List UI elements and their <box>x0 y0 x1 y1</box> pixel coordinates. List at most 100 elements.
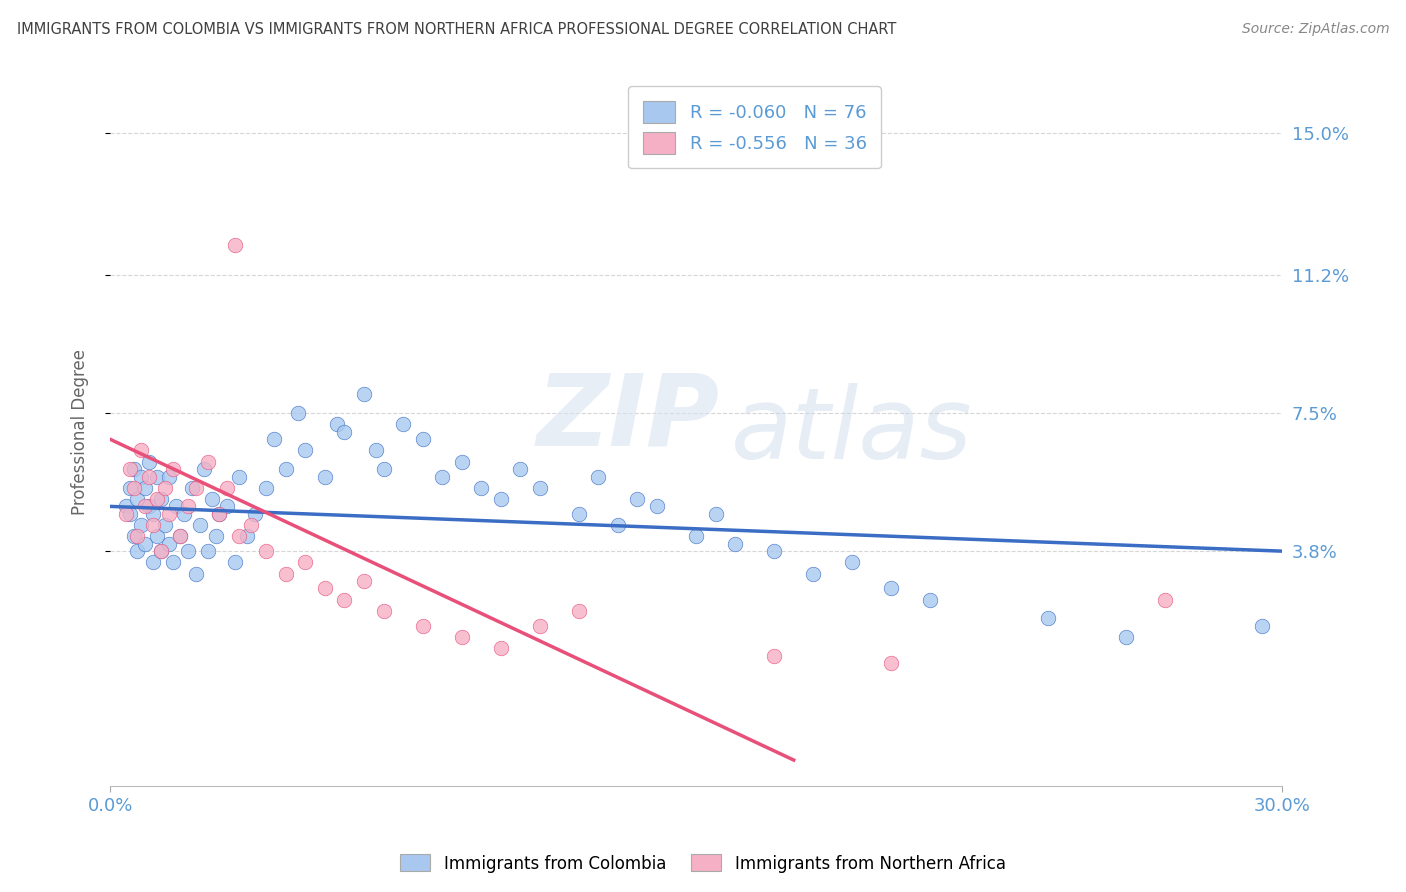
Point <box>450 630 472 644</box>
Point <box>450 455 472 469</box>
Point <box>188 518 211 533</box>
Point <box>254 544 277 558</box>
Point <box>1251 619 1274 633</box>
Point <box>685 529 707 543</box>
Point <box>131 443 153 458</box>
Point <box>392 417 415 432</box>
Point <box>146 491 169 506</box>
Point <box>127 529 149 543</box>
Point <box>204 529 226 543</box>
Point <box>149 544 172 558</box>
Point <box>157 537 180 551</box>
Point <box>138 455 160 469</box>
Point <box>294 555 316 569</box>
Point <box>470 481 492 495</box>
Point <box>149 491 172 506</box>
Point <box>131 518 153 533</box>
Point <box>801 566 824 581</box>
Point <box>353 387 375 401</box>
Point <box>606 518 628 533</box>
Point <box>489 491 512 506</box>
Text: atlas: atlas <box>731 384 973 480</box>
Point <box>146 469 169 483</box>
Point <box>134 481 156 495</box>
Y-axis label: Professional Degree: Professional Degree <box>72 349 89 515</box>
Point <box>645 500 668 514</box>
Point <box>880 582 903 596</box>
Point <box>489 641 512 656</box>
Point <box>162 555 184 569</box>
Point <box>181 481 204 495</box>
Point <box>173 507 195 521</box>
Point <box>1115 630 1137 644</box>
Point <box>263 432 285 446</box>
Point <box>177 500 200 514</box>
Point <box>509 462 531 476</box>
Point <box>118 462 141 476</box>
Text: ZIP: ZIP <box>537 369 720 467</box>
Point <box>208 507 231 521</box>
Legend: Immigrants from Colombia, Immigrants from Northern Africa: Immigrants from Colombia, Immigrants fro… <box>394 847 1012 880</box>
Point <box>568 604 591 618</box>
Point <box>243 507 266 521</box>
Point <box>197 455 219 469</box>
Point <box>529 481 551 495</box>
Text: IMMIGRANTS FROM COLOMBIA VS IMMIGRANTS FROM NORTHERN AFRICA PROFESSIONAL DEGREE : IMMIGRANTS FROM COLOMBIA VS IMMIGRANTS F… <box>17 22 896 37</box>
Point <box>325 417 347 432</box>
Point <box>193 462 215 476</box>
Point <box>588 469 610 483</box>
Point <box>122 462 145 476</box>
Point <box>127 544 149 558</box>
Point <box>224 555 246 569</box>
Point <box>169 529 191 543</box>
Point <box>149 544 172 558</box>
Point <box>724 537 747 551</box>
Point <box>287 406 309 420</box>
Point <box>157 507 180 521</box>
Point <box>224 238 246 252</box>
Point <box>134 537 156 551</box>
Point <box>184 481 207 495</box>
Point <box>142 507 165 521</box>
Point <box>920 592 942 607</box>
Point <box>353 574 375 588</box>
Point <box>138 469 160 483</box>
Point <box>169 529 191 543</box>
Point <box>166 500 188 514</box>
Point <box>134 500 156 514</box>
Point <box>1153 592 1175 607</box>
Point <box>217 481 239 495</box>
Point <box>274 462 297 476</box>
Point <box>146 529 169 543</box>
Point <box>626 491 648 506</box>
Point <box>333 425 356 439</box>
Point <box>118 481 141 495</box>
Point <box>157 469 180 483</box>
Legend: R = -0.060   N = 76, R = -0.556   N = 36: R = -0.060 N = 76, R = -0.556 N = 36 <box>628 87 882 169</box>
Point <box>704 507 727 521</box>
Point <box>841 555 863 569</box>
Point <box>142 555 165 569</box>
Point <box>763 544 786 558</box>
Point <box>138 500 160 514</box>
Point <box>217 500 239 514</box>
Point <box>177 544 200 558</box>
Point <box>763 648 786 663</box>
Text: Source: ZipAtlas.com: Source: ZipAtlas.com <box>1241 22 1389 37</box>
Point <box>314 469 336 483</box>
Point <box>529 619 551 633</box>
Point <box>122 529 145 543</box>
Point <box>430 469 453 483</box>
Point <box>568 507 591 521</box>
Point <box>114 507 136 521</box>
Point <box>274 566 297 581</box>
Point <box>122 481 145 495</box>
Point <box>228 529 250 543</box>
Point <box>294 443 316 458</box>
Point <box>228 469 250 483</box>
Point <box>880 656 903 670</box>
Point <box>208 507 231 521</box>
Point <box>131 469 153 483</box>
Point <box>412 619 434 633</box>
Point <box>236 529 259 543</box>
